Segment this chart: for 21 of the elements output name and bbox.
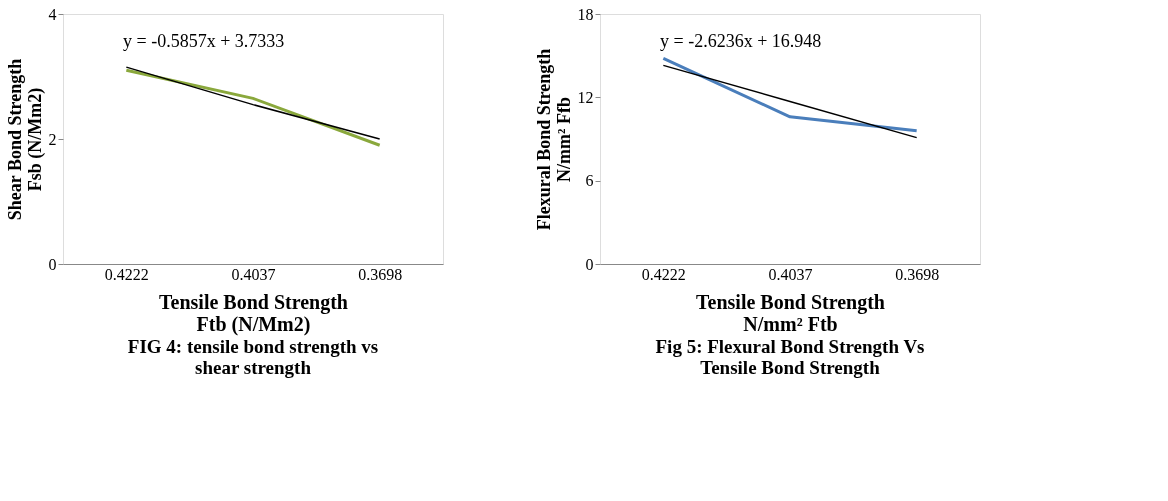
- x-tick-label: 0.4222: [104, 265, 149, 283]
- y-tick-label: 0: [585, 255, 594, 273]
- annotation: y = -0.5857x + 3.7333: [123, 31, 285, 51]
- y-axis-title: Flexural Bond Strength N/mm² Ffb: [533, 48, 574, 231]
- caption: FIG 4: tensile bond strength vs shear strength: [127, 336, 379, 378]
- x-tick-label: 0.4037: [768, 265, 813, 283]
- x-tick-label: 0.4222: [641, 265, 686, 283]
- y-tick-label: 2: [48, 130, 57, 148]
- y-tick-label: 6: [585, 172, 594, 190]
- y-tick-label: 4: [48, 5, 57, 23]
- x-axis-title: Tensile Bond Strength N/mm² Ftb: [696, 290, 885, 335]
- y-tick-label: 12: [577, 88, 594, 106]
- y-tick-label: 18: [577, 5, 594, 23]
- annotation: y = -2.6236x + 16.948: [660, 31, 822, 51]
- x-tick-label: 0.4037: [231, 265, 276, 283]
- x-tick-label: 0.3698: [358, 265, 403, 283]
- y-tick-label: 0: [48, 255, 57, 273]
- y-axis-title: Shear Bond Strength Fsb (N/Mm2): [4, 58, 46, 221]
- x-tick-label: 0.3698: [895, 265, 940, 283]
- caption: Fig 5: Flexural Bond Strength Vs Tensile Bond Strength: [655, 336, 925, 378]
- x-axis-title: Tensile Bond Strength Ftb (N/Mm2): [159, 290, 348, 336]
